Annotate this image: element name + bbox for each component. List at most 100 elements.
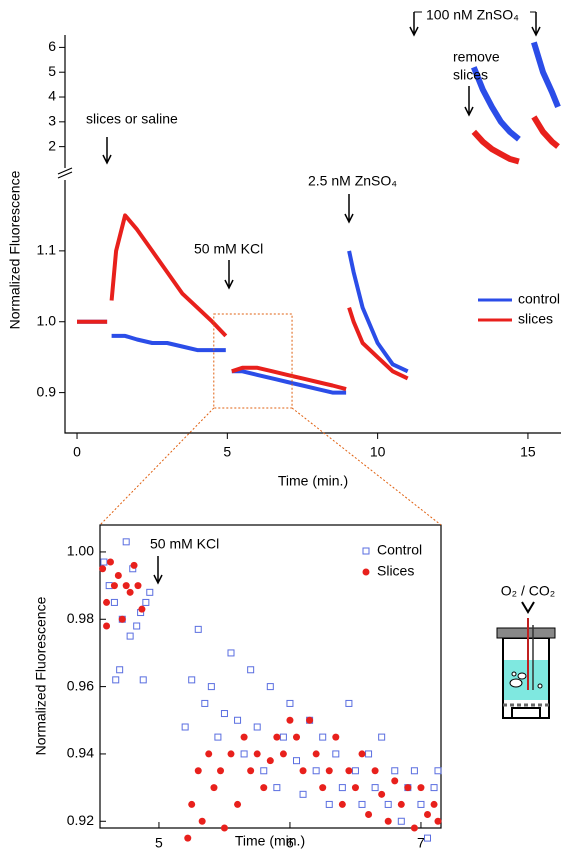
data-point	[273, 784, 281, 792]
data-point	[106, 558, 114, 566]
annotation: 2.5 nM ZnSO₄	[308, 173, 397, 189]
data-point	[247, 767, 255, 775]
x-tick-label: 5	[223, 444, 231, 460]
data-point	[351, 784, 359, 792]
data-point	[319, 784, 327, 792]
zoom-box	[213, 313, 293, 409]
data-point	[103, 598, 111, 606]
data-point	[201, 699, 209, 707]
legend-label: Slices	[377, 563, 414, 579]
data-point	[234, 800, 242, 808]
data-point	[358, 750, 366, 758]
data-point	[220, 824, 228, 832]
y-tick-label: 0.94	[67, 745, 94, 761]
gas-label: O₂ / CO₂	[501, 583, 555, 599]
data-point	[142, 598, 150, 606]
data-point	[240, 733, 248, 741]
data-point	[410, 767, 418, 775]
arrow	[531, 12, 541, 37]
data-point	[417, 800, 425, 808]
data-point	[103, 622, 111, 630]
data-point	[434, 767, 442, 775]
data-point	[397, 817, 405, 825]
x-tick-label: 7	[417, 835, 425, 851]
data-point	[110, 582, 118, 590]
arrow	[344, 194, 354, 224]
data-point	[114, 572, 122, 579]
data-point	[253, 750, 261, 758]
data-point	[312, 750, 320, 758]
annotation: remove	[453, 49, 500, 65]
y-axis-label: Normalized Fluorescence	[33, 596, 49, 755]
data-point	[279, 733, 287, 741]
data-point	[371, 784, 379, 792]
data-point	[325, 800, 333, 808]
data-point	[122, 538, 130, 546]
y-tick-label: 2	[48, 137, 56, 153]
data-line	[471, 115, 560, 165]
data-point	[194, 767, 202, 775]
data-point	[214, 733, 222, 741]
x-tick-label: 6	[286, 835, 294, 851]
x-axis-label: Time (min.)	[235, 833, 305, 849]
x-tick-label: 15	[520, 444, 536, 460]
data-point	[220, 710, 228, 718]
data-point	[181, 723, 189, 731]
data-point	[293, 733, 301, 741]
x-tick-label: 5	[155, 835, 163, 851]
data-point	[210, 784, 218, 792]
data-point	[110, 598, 118, 606]
data-point	[138, 605, 146, 613]
data-point	[345, 767, 353, 775]
y-tick-label: 6	[48, 38, 56, 54]
annotation: 50 mM KCl	[150, 536, 219, 552]
data-point	[299, 790, 307, 798]
data-point	[260, 784, 268, 792]
data-point	[306, 716, 314, 724]
y-tick-label: 0.96	[67, 677, 94, 693]
data-point	[134, 582, 142, 590]
legend-label: Control	[377, 542, 422, 558]
data-point	[351, 767, 359, 775]
data-point	[325, 767, 333, 775]
data-point	[247, 666, 255, 674]
data-line	[77, 213, 409, 392]
x-tick-label: 10	[370, 444, 386, 460]
data-point	[112, 676, 120, 684]
data-point	[273, 733, 281, 741]
data-point	[146, 588, 154, 596]
axis-line	[64, 180, 561, 434]
data-point	[319, 733, 327, 741]
arrow	[102, 137, 112, 165]
axis-break	[57, 167, 73, 179]
data-point	[286, 699, 294, 707]
arrow	[224, 260, 234, 290]
data-point	[345, 699, 353, 707]
x-tick-label: 0	[73, 444, 81, 460]
data-point	[253, 723, 261, 731]
data-point	[299, 767, 307, 775]
data-point	[391, 777, 399, 785]
data-point	[286, 716, 294, 724]
annotation: slices	[453, 67, 488, 83]
y-tick-label: 1.1	[37, 242, 57, 258]
data-point	[227, 649, 235, 657]
data-point	[404, 784, 412, 792]
data-point	[424, 811, 432, 819]
data-point	[312, 767, 320, 775]
data-point	[184, 834, 192, 842]
zoom-connector	[99, 407, 442, 526]
data-point	[417, 784, 425, 792]
data-point	[410, 824, 418, 832]
data-point	[227, 750, 235, 758]
data-point	[293, 757, 301, 765]
data-point	[133, 622, 141, 630]
data-point	[397, 800, 405, 808]
data-point	[434, 817, 442, 825]
y-tick-label: 3	[48, 113, 56, 129]
data-point	[266, 683, 274, 691]
data-point	[194, 625, 202, 633]
annotation: 50 mM KCl	[194, 241, 263, 257]
y-tick-label: 0.98	[67, 610, 94, 626]
plot-frame	[99, 524, 442, 829]
